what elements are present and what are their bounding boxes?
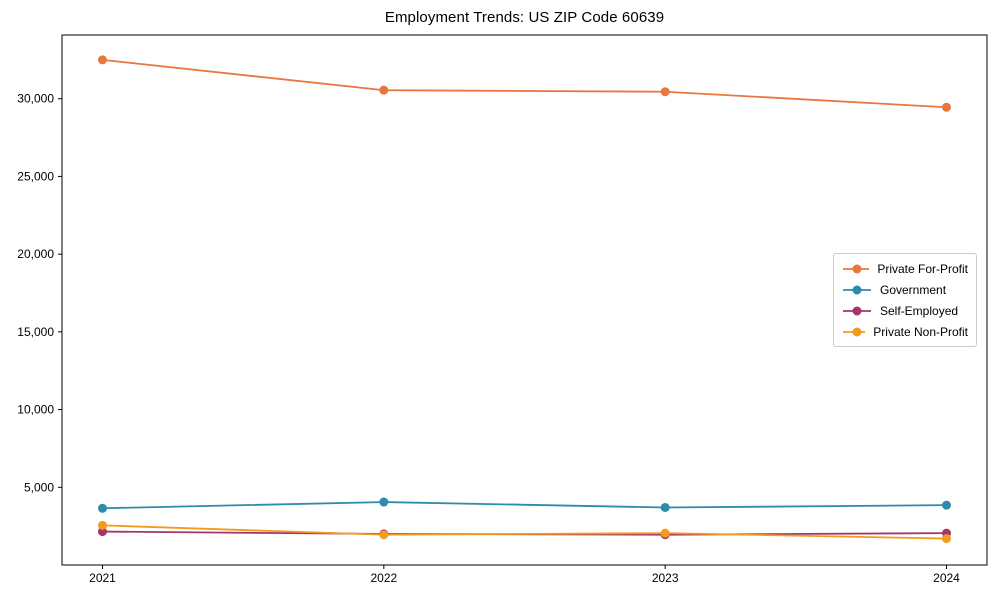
y-tick-label: 10,000: [17, 403, 54, 417]
y-tick-label: 20,000: [17, 247, 54, 261]
data-point-marker: [98, 503, 107, 513]
legend-label: Self-Employed: [880, 303, 959, 318]
legend-line-marker-icon: [843, 264, 870, 273]
data-point-marker: [379, 85, 389, 95]
y-tick-label: 5,000: [24, 480, 54, 494]
series-line-private-non-profit: [101, 524, 948, 540]
x-tick-label: 2023: [652, 571, 679, 585]
plot-border: [61, 34, 988, 566]
data-point-marker: [98, 55, 107, 65]
legend-line-marker-icon: [843, 285, 871, 294]
y-tick-label: 30,000: [17, 92, 54, 106]
data-point-marker: [660, 502, 670, 512]
x-tick-label: 2021: [89, 571, 116, 585]
legend-line-marker-icon: [843, 327, 866, 336]
legend-item-private-for-profit: Private For-Profit: [842, 262, 968, 276]
legend-item-self-employed: Self-Employed: [842, 304, 968, 318]
data-point-marker: [98, 520, 107, 530]
legend-label: Private For-Profit: [877, 261, 968, 276]
x-tick-label: 2024: [933, 571, 960, 585]
chart-legend: Private For-Profit Government Self-Employe…: [833, 253, 977, 347]
chart-title: Employment Trends: US ZIP Code 60639: [384, 9, 665, 26]
series-line-government: [101, 501, 948, 510]
data-point-marker: [942, 534, 951, 544]
legend-label: Private Non-Profit: [873, 324, 968, 339]
data-point-marker: [942, 102, 951, 112]
data-point-marker: [660, 87, 670, 97]
y-tick-label: 25,000: [17, 169, 54, 183]
data-point-marker: [942, 500, 951, 510]
data-point-marker: [660, 528, 670, 538]
legend-line-marker-icon: [843, 306, 871, 315]
series-line-private-for-profit: [101, 58, 948, 109]
y-tick-label: 15,000: [17, 325, 54, 339]
data-point-marker: [379, 497, 389, 507]
x-tick-label: 2022: [370, 571, 397, 585]
legend-item-government: Government: [842, 283, 968, 297]
data-point-marker: [379, 530, 389, 540]
legend-item-private-non-profit: Private Non-Profit: [842, 325, 968, 339]
data-point-marker: [98, 527, 107, 537]
legend-label: Government: [880, 282, 947, 297]
